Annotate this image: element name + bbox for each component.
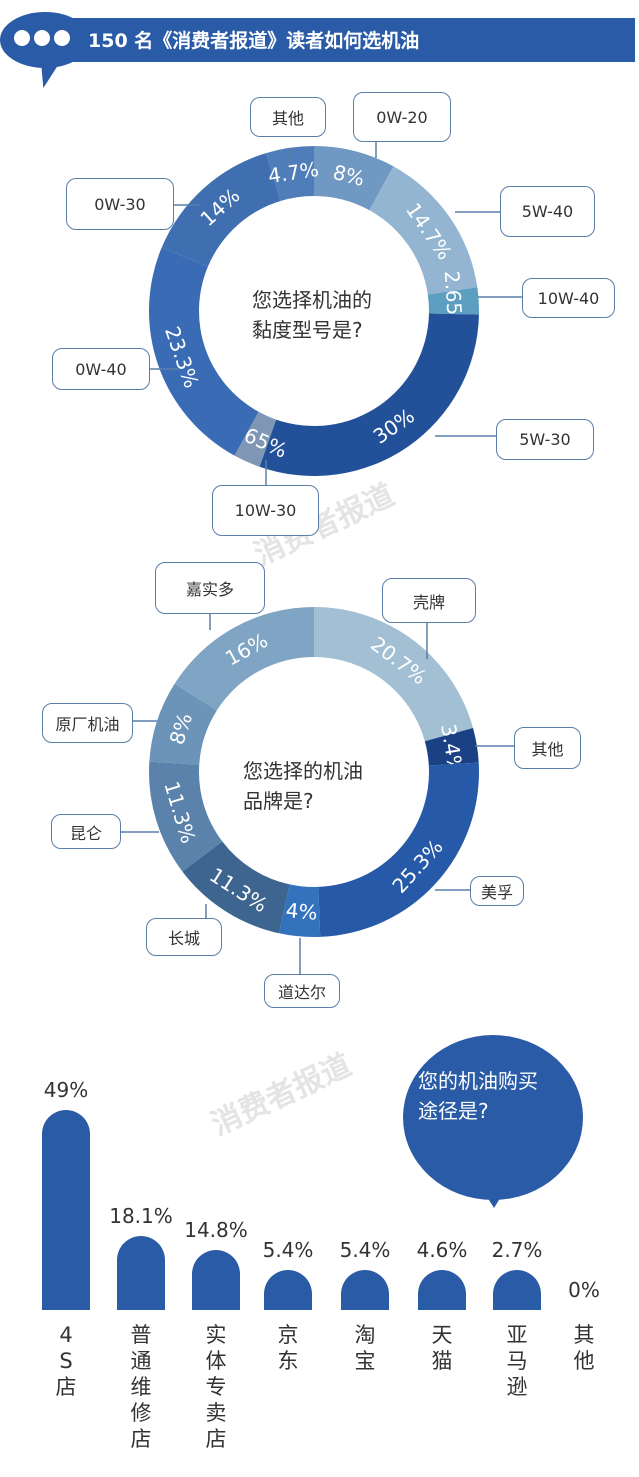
donut2-question: 您选择的机油 品牌是? (243, 756, 363, 816)
bar-value-label: 4.6% (416, 1238, 468, 1262)
legend-label-other-brand: 其他 (514, 727, 581, 769)
purchase-question-bubble (403, 1035, 583, 1200)
bar-category-label: 亚马逊 (506, 1323, 528, 1399)
question-line: 黏度型号是? (252, 318, 363, 342)
donut-segment (318, 762, 479, 937)
bar-category-label: 天猫 (431, 1323, 453, 1373)
donut-segment (149, 683, 217, 765)
legend-label-castrol: 嘉实多 (155, 562, 265, 614)
donut1-question: 您选择机油的 黏度型号是? (252, 285, 372, 345)
legend-label-great-wall: 长城 (146, 918, 222, 956)
donut-segment (314, 607, 474, 742)
legend-label-10w40: 10W-40 (522, 278, 615, 318)
bar-value-label: 5.4% (262, 1238, 314, 1262)
brand-donut-chart: 20.7%3.4%25.3%4%11.3%11.3%8%16% (149, 607, 479, 937)
donut-segment (259, 313, 479, 477)
question-line: 途径是? (418, 1099, 489, 1123)
donut-segment (148, 247, 259, 456)
donut-segment (369, 166, 478, 295)
legend-label-5w40: 5W-40 (500, 186, 595, 237)
bar-category-label: 京东 (277, 1323, 299, 1373)
dot-icon (14, 30, 30, 46)
ellipsis-dots-icon (14, 30, 70, 46)
bar (42, 1110, 90, 1310)
question-line: 品牌是? (243, 789, 314, 813)
donut-segment (279, 884, 321, 937)
dot-icon (34, 30, 50, 46)
legend-label-5w30: 5W-30 (496, 419, 594, 460)
donut-segment (427, 287, 479, 315)
bar (192, 1249, 240, 1310)
bar-value-label: 18.1% (109, 1204, 173, 1229)
bar-category-label: 普通维修店 (130, 1323, 152, 1451)
label-connector-lines (121, 140, 522, 974)
header-bar (40, 18, 635, 62)
legend-label-shell: 壳牌 (382, 578, 476, 623)
bar (264, 1270, 312, 1310)
bar-value-label: 5.4% (339, 1238, 391, 1262)
legend-label-0w20: 0W-20 (353, 92, 451, 142)
donut-segment (314, 146, 394, 211)
legend-label-mobil: 美孚 (470, 876, 524, 906)
page-title: 150 名《消费者报道》读者如何选机油 (88, 30, 420, 52)
bubble-tail (484, 1192, 504, 1208)
question-line: 您的机油购买 (418, 1069, 538, 1093)
bar-category-label: 淘宝 (354, 1323, 376, 1373)
donut-segment (265, 146, 314, 201)
legend-label-kunlun: 昆仑 (51, 814, 121, 849)
bar-value-label: 2.7% (491, 1238, 543, 1262)
dot-icon (54, 30, 70, 46)
viscosity-donut-chart: 8%14.7%2.65%30%2.65%23.3%14%4.7% (148, 146, 479, 477)
bar (117, 1236, 165, 1310)
donut-value-label: 4% (285, 898, 319, 925)
legend-label-oem-oil: 原厂机油 (42, 703, 133, 743)
donut-segment (424, 727, 479, 766)
donut-segment (149, 761, 223, 872)
donut-segment (174, 607, 314, 711)
bar (418, 1270, 466, 1310)
bar-value-label: 0% (568, 1278, 600, 1302)
question-line: 您选择机油的 (252, 288, 372, 312)
legend-label-10w30: 10W-30 (212, 485, 319, 536)
donut-segment (161, 153, 281, 267)
purchase-question: 您的机油购买 途径是? (418, 1066, 578, 1126)
bar-value-label: 14.8% (184, 1217, 248, 1242)
bar (493, 1270, 541, 1310)
donut-segment (182, 841, 290, 934)
legend-label-0w40: 0W-40 (52, 348, 150, 390)
bar-category-label: 实体专卖店 (205, 1323, 227, 1451)
donut-segment (234, 411, 277, 467)
legend-label-other: 其他 (250, 97, 326, 137)
legend-label-total: 道达尔 (264, 974, 340, 1008)
bar-value-label: 49% (43, 1078, 89, 1102)
legend-label-0w30: 0W-30 (66, 178, 174, 230)
question-line: 您选择的机油 (243, 759, 363, 783)
bar-category-label: 其他 (573, 1323, 595, 1373)
bar (341, 1270, 389, 1310)
